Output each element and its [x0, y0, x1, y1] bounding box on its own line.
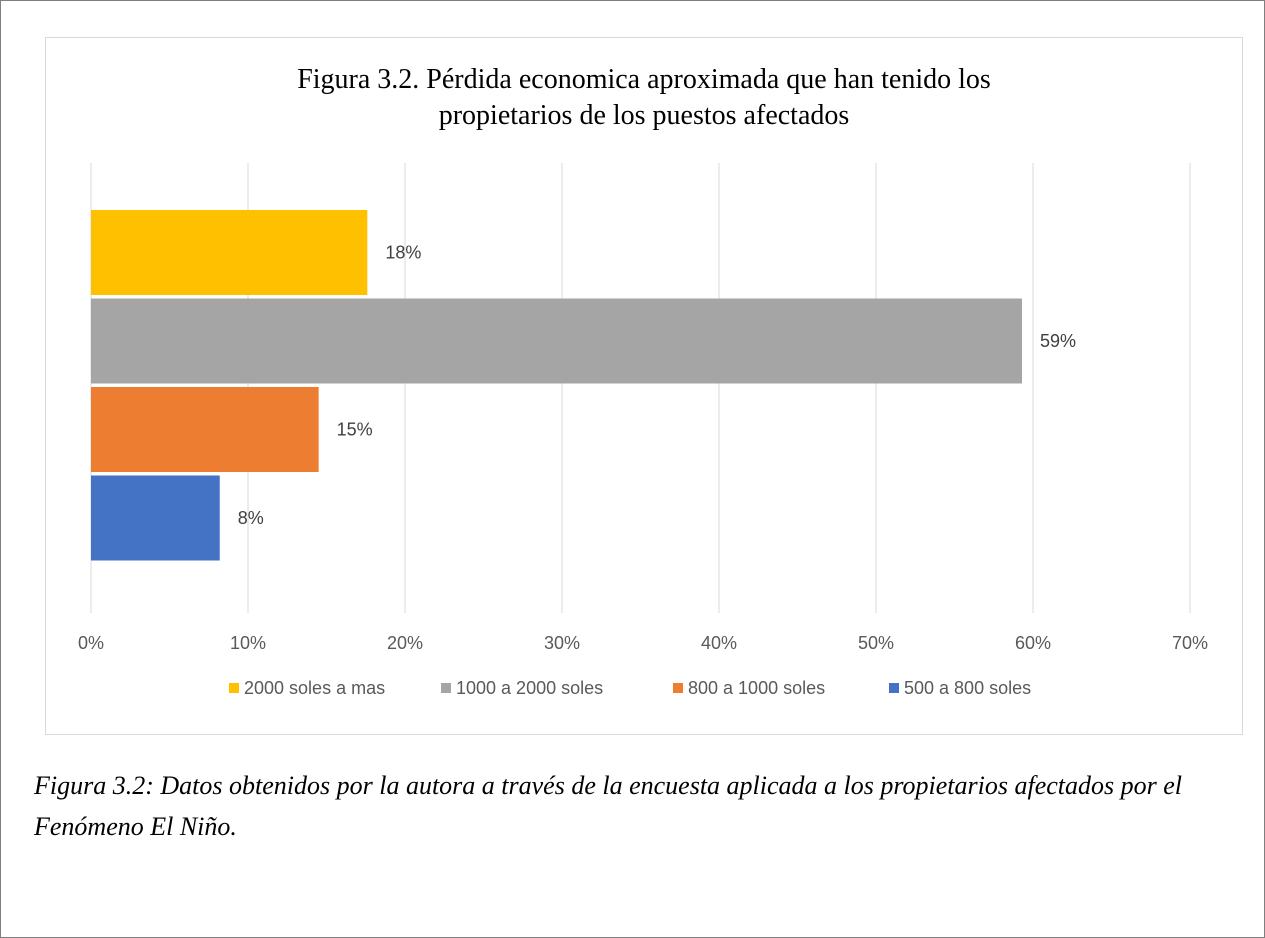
legend-label: 800 a 1000 soles: [688, 678, 825, 698]
legend-swatch: [229, 683, 239, 693]
x-tick-label: 60%: [1015, 633, 1051, 653]
legend-swatch: [441, 683, 451, 693]
x-tick-label: 70%: [1172, 633, 1208, 653]
x-tick-label: 0%: [78, 633, 104, 653]
legend-label: 1000 a 2000 soles: [456, 678, 603, 698]
bar: [91, 475, 220, 561]
legend-swatch: [889, 683, 899, 693]
x-tick-label: 30%: [544, 633, 580, 653]
bar: [91, 210, 368, 295]
data-label: 18%: [385, 243, 421, 263]
x-tick-label: 10%: [230, 633, 266, 653]
chart-title-line-2: propietarios de los puestos afectados: [438, 100, 850, 131]
x-tick-label: 40%: [701, 633, 737, 653]
data-label: 15%: [337, 420, 373, 440]
data-label: 59%: [1040, 331, 1076, 351]
legend-label: 500 a 800 soles: [904, 678, 1031, 698]
legend-label: 2000 soles a mas: [244, 678, 385, 698]
x-tick-label: 50%: [858, 633, 894, 653]
bar: [91, 298, 1023, 384]
chart-title-line-1: Figura 3.2. Pérdida economica aproximada…: [297, 64, 991, 95]
bar: [91, 387, 319, 472]
x-tick-label: 20%: [387, 633, 423, 653]
data-label: 8%: [238, 508, 264, 528]
legend-swatch: [673, 683, 683, 693]
figure-caption: Figura 3.2: Datos obtenidos por la autor…: [34, 771, 1183, 841]
chart-container: Figura 3.2. Pérdida economica aproximada…: [45, 37, 1243, 735]
bar-chart: 0% 10% 20% 30% 40% 50% 60% 70% 18% 59% 15% 8% 2000 s…: [78, 163, 1208, 698]
